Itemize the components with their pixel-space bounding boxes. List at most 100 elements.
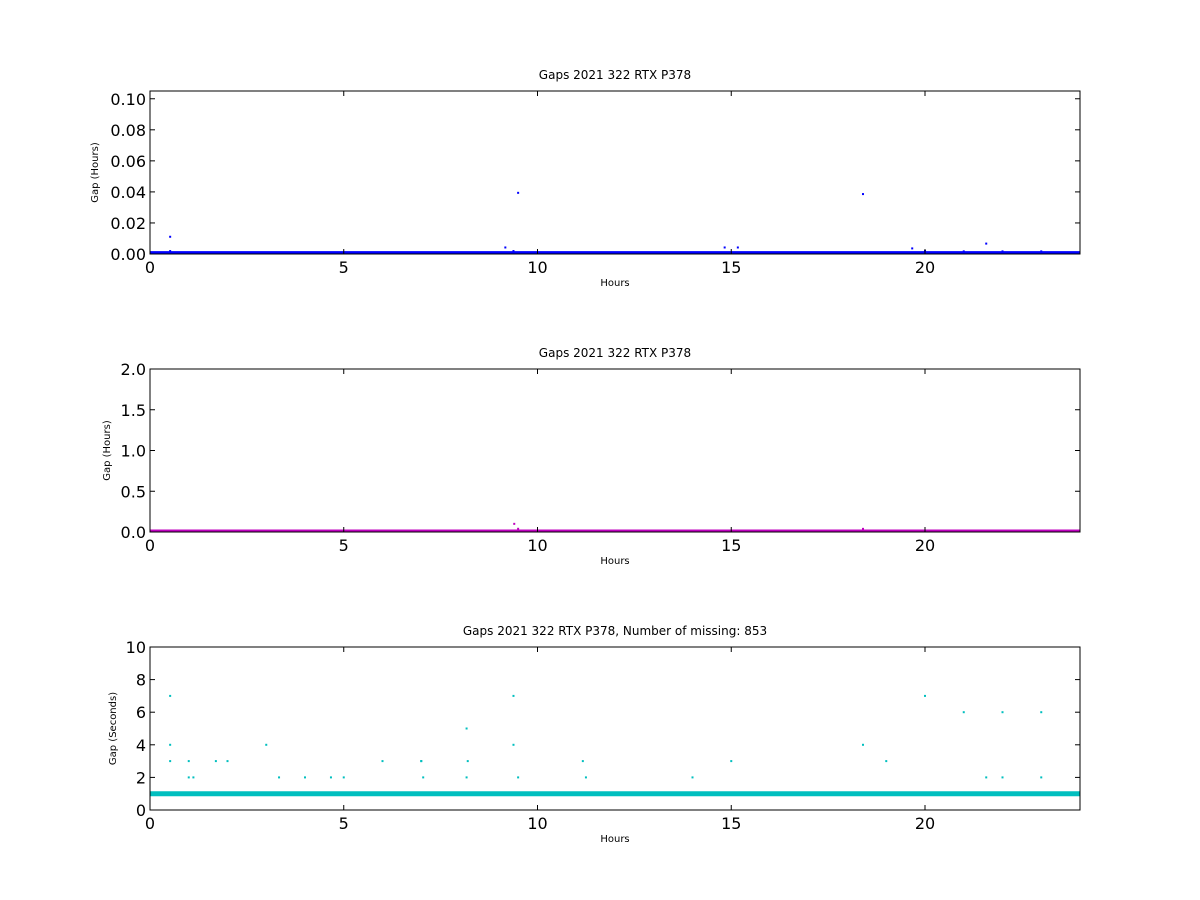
y-tick-label: 0.5: [121, 482, 146, 501]
y-axis-label: Gap (Seconds): [108, 692, 119, 765]
data-point: [862, 527, 864, 530]
y-tick-label: 6: [136, 703, 146, 722]
y-tick-label: 0: [136, 801, 146, 820]
data-point: [512, 694, 515, 697]
data-point: [169, 235, 172, 238]
data-point: [342, 776, 345, 779]
x-tick-label: 15: [721, 814, 741, 833]
y-axis-label: Gap (Hours): [102, 420, 113, 481]
y-tick-label: 1.0: [121, 442, 146, 461]
data-point: [226, 760, 229, 763]
data-point: [1040, 250, 1043, 253]
data-point: [304, 776, 306, 779]
x-tick-label: 0: [145, 814, 155, 833]
data-point: [885, 760, 888, 763]
data-point: [736, 246, 739, 249]
x-tick-label: 0: [145, 536, 155, 555]
data-point: [1001, 776, 1004, 779]
data-point: [169, 694, 172, 697]
data-point: [517, 776, 520, 779]
data-point: [465, 776, 468, 779]
y-tick-label: 1.5: [121, 401, 146, 420]
y-tick-label: 2: [136, 768, 146, 787]
y-tick-label: 4: [136, 736, 146, 755]
data-point: [1001, 711, 1004, 714]
x-axis-label: Hours: [600, 278, 629, 289]
data-point: [278, 776, 281, 779]
y-tick-label: 0.02: [110, 214, 146, 233]
y-axis-label: Gap (Hours): [90, 142, 101, 203]
x-tick-label: 5: [339, 258, 349, 277]
x-tick-label: 0: [145, 258, 155, 277]
chart-title: Gaps 2021 322 RTX P378: [539, 68, 691, 82]
data-point: [911, 247, 914, 250]
y-tick-label: 8: [136, 671, 146, 690]
axes-frame: [149, 646, 1081, 811]
data-point: [985, 776, 988, 779]
x-tick-label: 20: [915, 536, 935, 555]
data-point: [420, 760, 423, 763]
data-point: [192, 776, 195, 779]
chart-title: Gaps 2021 322 RTX P378, Number of missin…: [463, 624, 767, 638]
x-tick-label: 10: [527, 536, 547, 555]
data-point: [187, 776, 190, 779]
data-point: [730, 760, 733, 763]
data-point: [691, 776, 694, 779]
y-tick-label: 0.10: [110, 90, 146, 109]
chart-title: Gaps 2021 322 RTX P378: [539, 346, 691, 360]
data-point: [504, 246, 507, 249]
plot-area: [150, 694, 1080, 797]
y-tick-label: 0.08: [110, 121, 146, 140]
data-point: [187, 760, 190, 763]
y-tick-label: 0.04: [110, 183, 146, 202]
data-point: [514, 251, 517, 254]
data-point: [517, 527, 520, 530]
axes-frame: [149, 368, 1081, 533]
data-point: [329, 776, 332, 779]
data-point: [513, 522, 516, 525]
x-tick-label: 15: [721, 258, 741, 277]
y-tick-label: 0.00: [110, 245, 146, 264]
data-point: [862, 743, 864, 746]
data-point: [422, 776, 425, 779]
y-tick-label: 2.0: [121, 360, 146, 379]
plot-area: [150, 191, 1080, 254]
data-point: [265, 743, 268, 746]
data-point: [1040, 776, 1043, 779]
x-tick-label: 5: [339, 814, 349, 833]
x-axis-label: Hours: [600, 834, 629, 845]
chart-panel-3: Gaps 2021 322 RTX P378, Number of missin…: [108, 624, 1081, 845]
data-point: [862, 193, 864, 196]
data-point: [512, 250, 515, 253]
data-point: [962, 250, 965, 253]
x-tick-label: 5: [339, 536, 349, 555]
data-point: [465, 727, 468, 730]
y-tick-label: 0.0: [121, 523, 146, 542]
data-point: [169, 250, 172, 253]
data-point: [962, 711, 965, 714]
y-tick-label: 0.06: [110, 152, 146, 171]
x-tick-label: 10: [527, 814, 547, 833]
plot-area: [150, 522, 1080, 532]
data-point: [512, 743, 515, 746]
axes-frame: [149, 90, 1081, 255]
data-point: [1001, 250, 1004, 253]
data-point: [1040, 711, 1043, 714]
data-point: [169, 760, 172, 763]
data-point: [924, 694, 926, 697]
data-point: [581, 760, 584, 763]
data-point: [985, 242, 988, 245]
data-point: [723, 246, 726, 249]
data-point: [381, 760, 384, 763]
chart-panel-1: Gaps 2021 322 RTX P378 0 5 10 15 20 0.00 0.02 0.…: [90, 68, 1081, 289]
data-point: [584, 776, 587, 779]
data-point: [466, 760, 469, 763]
x-tick-label: 20: [915, 258, 935, 277]
data-point: [214, 760, 217, 763]
data-point: [169, 743, 172, 746]
x-axis-label: Hours: [600, 556, 629, 567]
x-tick-label: 10: [527, 258, 547, 277]
y-tick-label: 10: [126, 638, 146, 657]
data-point: [517, 191, 520, 194]
